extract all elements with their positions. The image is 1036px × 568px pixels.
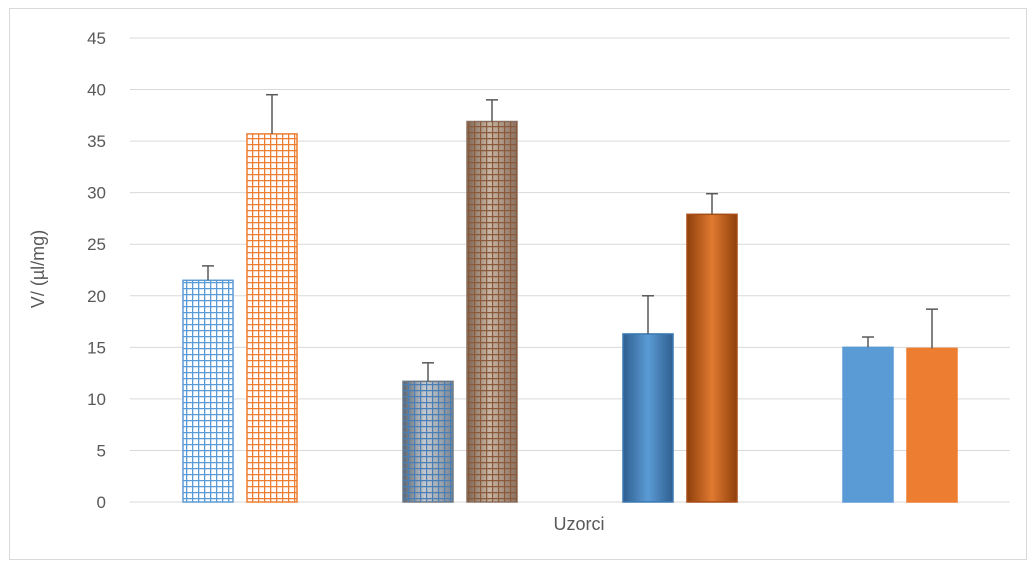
y-tick-label: 25 bbox=[87, 235, 106, 254]
bar-pattern-overlay bbox=[467, 121, 517, 503]
x-axis-label: Uzorci bbox=[553, 514, 604, 534]
y-tick-label: 10 bbox=[87, 390, 106, 409]
y-axis-ticks: 0 5 10 15 20 25 30 35 40 45 bbox=[87, 29, 106, 512]
bar bbox=[622, 333, 674, 503]
bar bbox=[182, 279, 234, 503]
bars bbox=[182, 120, 958, 503]
y-tick-label: 35 bbox=[87, 132, 106, 151]
y-tick-label: 20 bbox=[87, 287, 106, 306]
y-tick-label: 15 bbox=[87, 338, 106, 357]
y-axis-label: V/ (µl/mg) bbox=[28, 230, 48, 308]
bar bbox=[842, 346, 894, 503]
y-tick-label: 45 bbox=[87, 29, 106, 48]
y-tick-label: 30 bbox=[87, 184, 106, 203]
bar bbox=[246, 133, 298, 503]
bar bbox=[906, 347, 958, 503]
chart-frame bbox=[9, 8, 1027, 560]
bar bbox=[686, 213, 738, 503]
error-bars bbox=[202, 93, 938, 382]
y-tick-label: 5 bbox=[97, 441, 106, 460]
bar-pattern-overlay bbox=[403, 381, 453, 502]
y-tick-label: 40 bbox=[87, 81, 106, 100]
y-tick-label: 0 bbox=[97, 493, 106, 512]
